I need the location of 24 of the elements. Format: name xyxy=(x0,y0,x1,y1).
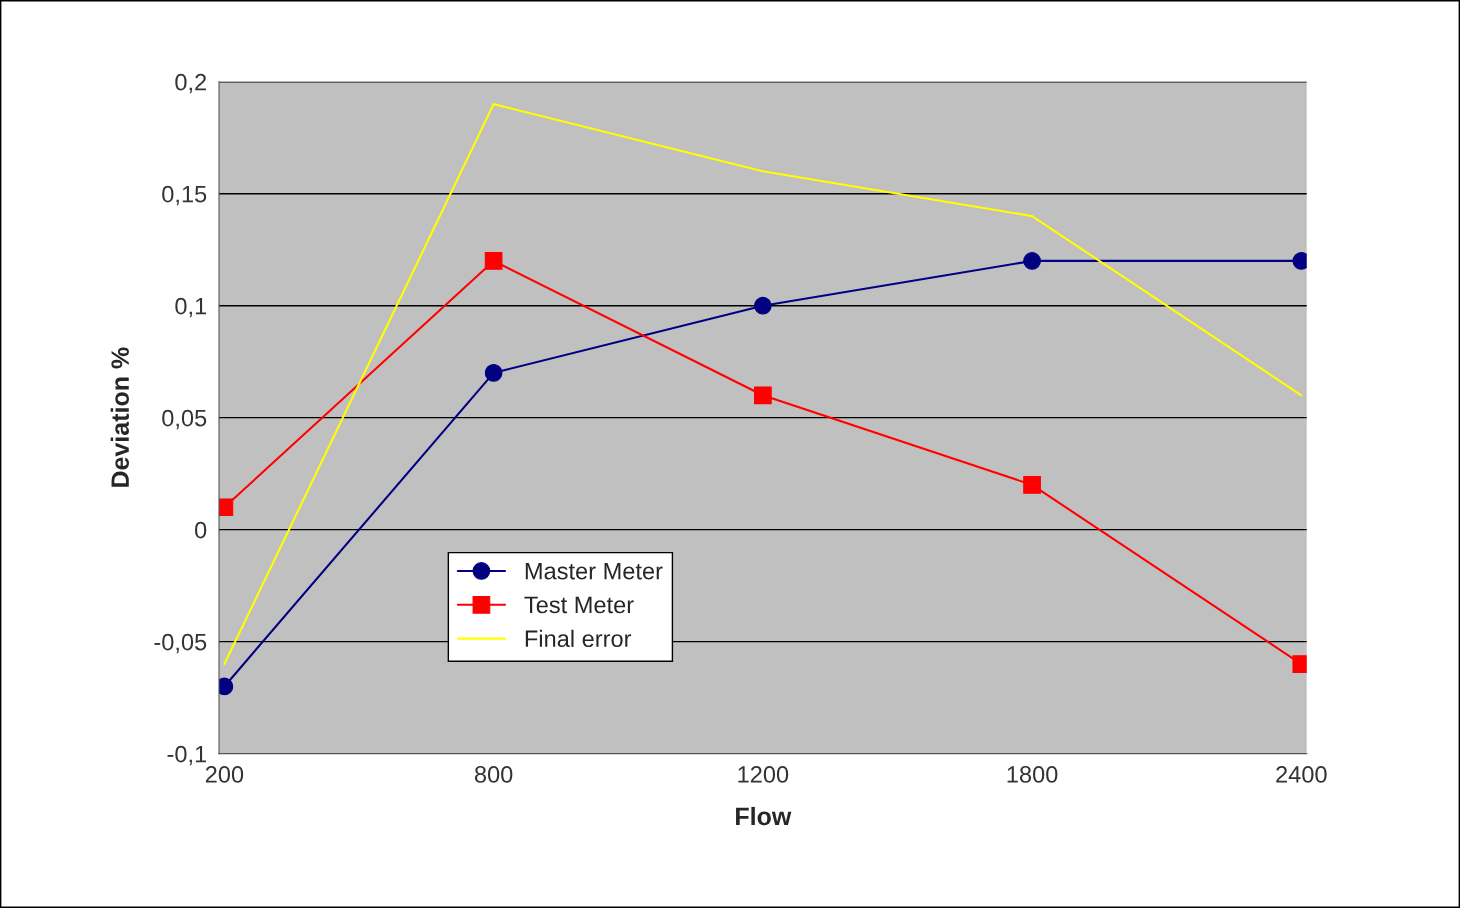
point xyxy=(1023,252,1041,270)
legend-label: Master Meter xyxy=(525,562,663,580)
legend-label: Test Meter xyxy=(524,596,634,614)
x-tick-label: 1200 xyxy=(738,766,789,783)
y-tick-label: 0,05 xyxy=(162,409,207,430)
x-axis-title: Flow xyxy=(736,806,792,826)
x-tick-label: 1800 xyxy=(1007,766,1058,783)
point xyxy=(1023,476,1041,494)
point xyxy=(484,252,503,270)
y-tick-label: -0,1 xyxy=(167,745,207,766)
x-tick-label: 2400 xyxy=(1276,766,1327,783)
point xyxy=(754,386,772,405)
x-tick-label: 200 xyxy=(205,766,244,783)
y-axis-title: Deviation % xyxy=(110,347,129,487)
line-series xyxy=(223,103,1303,666)
y-tick-label: -0,05 xyxy=(154,633,207,654)
y-tick-label: 0,1 xyxy=(175,297,207,318)
y-tick-label: 0 xyxy=(194,521,207,539)
x-tick-label: 800 xyxy=(474,766,513,783)
legend-label: Final error xyxy=(525,629,632,648)
point xyxy=(754,296,772,315)
y-tick-label: 0,2 xyxy=(175,73,207,94)
point xyxy=(484,364,503,382)
y-tick-label: 0,15 xyxy=(162,185,207,206)
